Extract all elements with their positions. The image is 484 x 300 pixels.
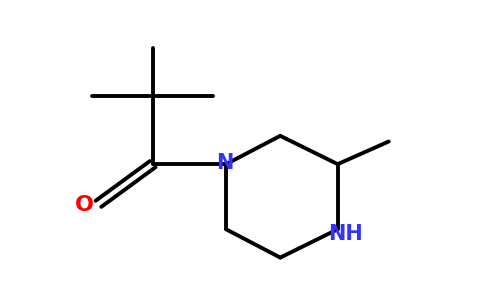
Text: N: N — [216, 153, 233, 173]
Text: NH: NH — [328, 224, 363, 244]
Text: O: O — [75, 195, 94, 215]
